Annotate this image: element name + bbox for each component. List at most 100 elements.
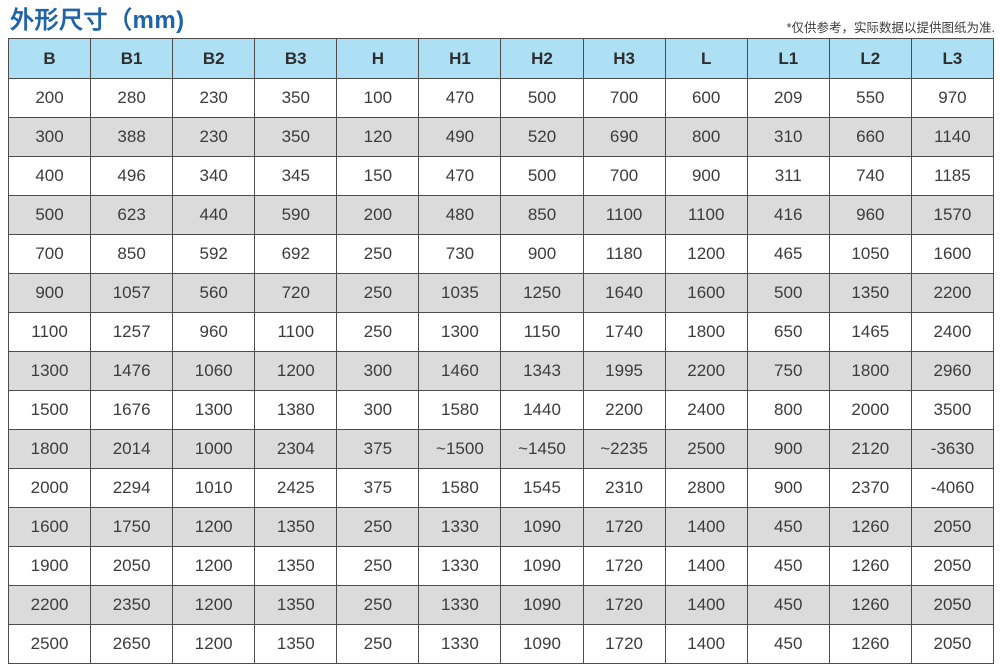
table-cell: 1140 — [910, 117, 995, 157]
table-cell: 900 — [664, 156, 748, 196]
table-cell: 1057 — [90, 273, 174, 313]
table-cell: 350 — [254, 78, 338, 118]
table-cell: 230 — [172, 117, 256, 157]
column-header-b1: B1 — [90, 38, 174, 79]
table-cell: 720 — [254, 273, 338, 313]
table-cell: 1676 — [90, 390, 174, 430]
table-row: 1800 2014 1000 2304 375 ~1500 ~1450 ~2235 2500 90… — [7, 429, 995, 469]
table-cell: 900 — [500, 234, 584, 274]
table-cell: 1343 — [500, 351, 584, 391]
table-cell: 2294 — [90, 468, 174, 508]
table-row: 900 1057 560 720 250 1035 1250 1640 1600 500 1350 2… — [7, 273, 995, 313]
table-cell: 1740 — [582, 312, 666, 352]
table-cell: ~2235 — [582, 429, 666, 469]
table-cell: 730 — [418, 234, 502, 274]
table-cell: 400 — [7, 156, 92, 196]
table-cell: 465 — [746, 234, 830, 274]
table-cell: 1100 — [664, 195, 748, 235]
column-header-h1: H1 — [418, 38, 502, 79]
table-cell: 1750 — [90, 507, 174, 547]
table-cell: 700 — [582, 156, 666, 196]
table-cell: 1100 — [254, 312, 338, 352]
table-header: B B1 B2 B3 H H1 H2 H3 L L1 L2 L3 — [7, 38, 995, 79]
table-cell: 450 — [746, 585, 830, 625]
table-cell: 1720 — [582, 507, 666, 547]
table-cell: 1090 — [500, 624, 584, 664]
column-header-h: H — [336, 38, 420, 79]
table-cell: 1400 — [664, 546, 748, 586]
table-cell: 2350 — [90, 585, 174, 625]
table-cell: 350 — [254, 117, 338, 157]
table-cell: 592 — [172, 234, 256, 274]
table-row: 2000 2294 1010 2425 375 1580 1545 2310 2800 900 23… — [7, 468, 995, 508]
table-cell: 1600 — [910, 234, 995, 274]
table-cell: 1330 — [418, 507, 502, 547]
table-cell: 2000 — [828, 390, 912, 430]
table-cell: 1200 — [172, 624, 256, 664]
table-cell: 750 — [746, 351, 830, 391]
table-cell: 1545 — [500, 468, 584, 508]
table-cell: 1570 — [910, 195, 995, 235]
table-cell: 1260 — [828, 624, 912, 664]
table-row: 1300 1476 1060 1200 300 1460 1343 1995 2200 750 18… — [7, 351, 995, 391]
table-cell: 700 — [582, 78, 666, 118]
table-cell: 1090 — [500, 585, 584, 625]
table-cell: 960 — [828, 195, 912, 235]
table-cell: 2960 — [910, 351, 995, 391]
table-cell: 500 — [500, 156, 584, 196]
table-cell: 1460 — [418, 351, 502, 391]
table-cell: 340 — [172, 156, 256, 196]
table-cell: 600 — [664, 78, 748, 118]
table-cell: 1300 — [172, 390, 256, 430]
table-cell: 2000 — [7, 468, 92, 508]
table-cell: 1800 — [828, 351, 912, 391]
table-cell: 2050 — [910, 585, 995, 625]
table-row: 400 496 340 345 150 470 500 700 900 311 740 1185 — [7, 156, 995, 196]
table-cell: 1090 — [500, 546, 584, 586]
table-cell: 1150 — [500, 312, 584, 352]
table-cell: 1035 — [418, 273, 502, 313]
table-cell: 690 — [582, 117, 666, 157]
table-cell: 1000 — [172, 429, 256, 469]
table-cell: 1350 — [254, 624, 338, 664]
table-cell: 496 — [90, 156, 174, 196]
table-cell: 692 — [254, 234, 338, 274]
page-title: 外形尺寸（mm) — [10, 7, 185, 34]
table-cell: 345 — [254, 156, 338, 196]
column-header-h3: H3 — [582, 38, 666, 79]
table-cell: 2425 — [254, 468, 338, 508]
table-cell: 2200 — [664, 351, 748, 391]
table-cell: 1260 — [828, 507, 912, 547]
table-cell: 900 — [7, 273, 92, 313]
table-cell: 200 — [336, 195, 420, 235]
table-cell: 480 — [418, 195, 502, 235]
table-row: 500 623 440 590 200 480 850 1100 1100 416 960 1570 — [7, 195, 995, 235]
table-cell: 2050 — [910, 546, 995, 586]
column-header-l: L — [664, 38, 748, 79]
table-cell: 230 — [172, 78, 256, 118]
table-row: 1100 1257 960 1100 250 1300 1150 1740 1800 650 146… — [7, 312, 995, 352]
table-cell: 650 — [746, 312, 830, 352]
table-cell: 2310 — [582, 468, 666, 508]
column-header-b: B — [7, 38, 92, 79]
table-cell: 1400 — [664, 585, 748, 625]
table-cell: 450 — [746, 624, 830, 664]
table-cell: 3500 — [910, 390, 995, 430]
table-cell: 1010 — [172, 468, 256, 508]
table-cell: 450 — [746, 507, 830, 547]
table-cell: 2200 — [910, 273, 995, 313]
table-cell: 2120 — [828, 429, 912, 469]
table-cell: 900 — [746, 468, 830, 508]
table-cell: 416 — [746, 195, 830, 235]
table-cell: 900 — [746, 429, 830, 469]
table-cell: 520 — [500, 117, 584, 157]
table-cell: 1200 — [254, 351, 338, 391]
table-cell: 250 — [336, 546, 420, 586]
table-cell: 1200 — [172, 507, 256, 547]
table-cell: 250 — [336, 624, 420, 664]
table-row: 700 850 592 692 250 730 900 1180 1200 465 1050 1600 — [7, 234, 995, 274]
table-cell: 1200 — [172, 546, 256, 586]
table-cell: 440 — [172, 195, 256, 235]
table-cell: 1600 — [7, 507, 92, 547]
table-cell: 1400 — [664, 624, 748, 664]
